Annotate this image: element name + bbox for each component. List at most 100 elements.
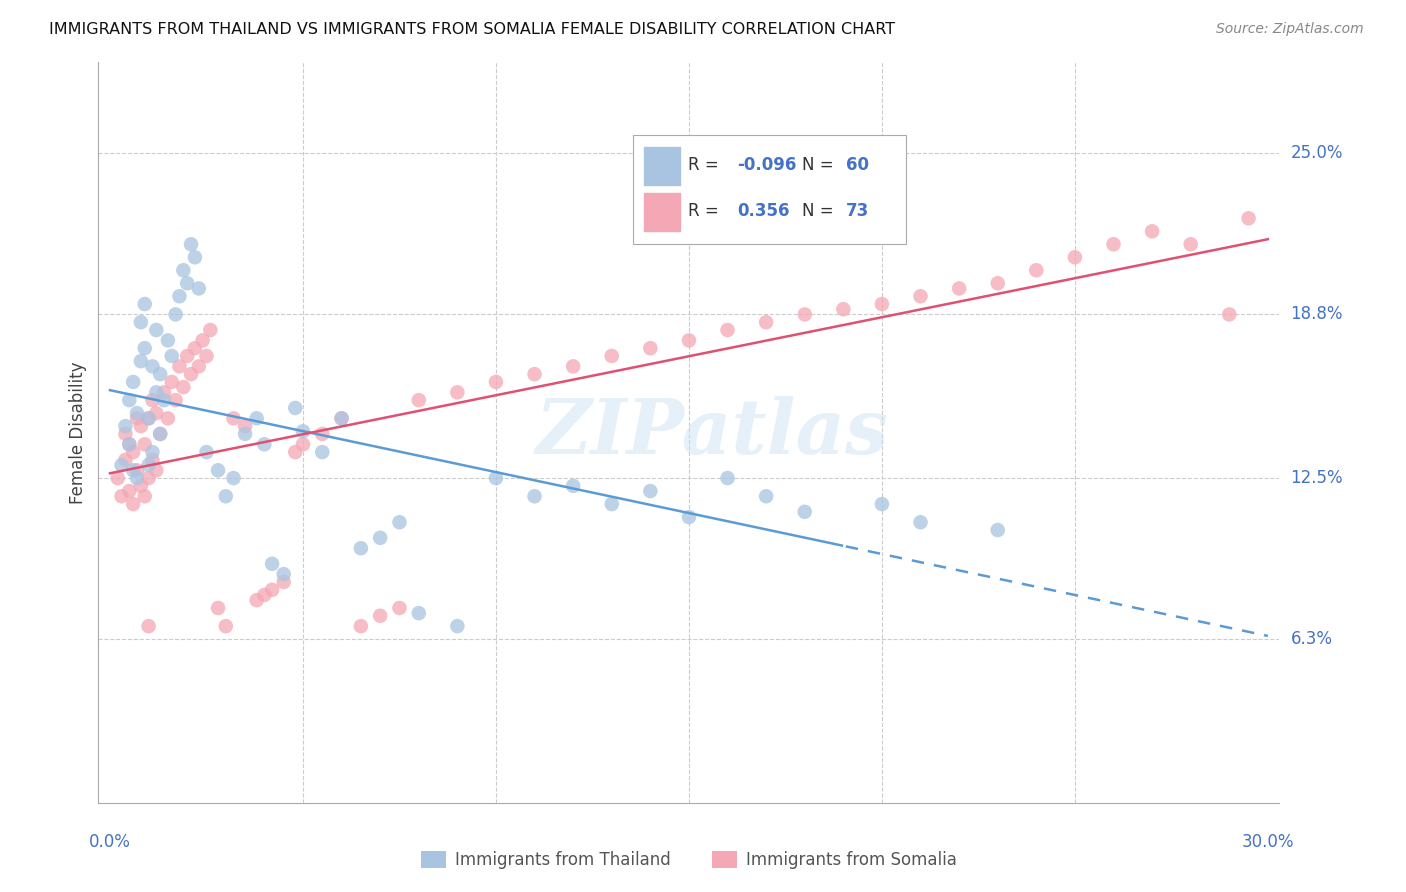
Point [910,289,932,303]
Text: ZIPatlas: ZIPatlas [536,396,889,469]
Point [233,426,256,441]
Point [262,582,284,597]
Point [330,411,353,425]
Point [114,419,136,434]
Point [187,359,209,374]
Point [253,588,276,602]
Point [149,426,172,441]
Point [408,606,430,620]
Point [716,323,738,337]
Point [200,323,222,337]
Point [1237,211,1260,226]
Text: R =: R = [688,156,724,174]
Point [169,289,191,303]
Point [870,497,893,511]
Text: 0.0%: 0.0% [89,833,131,851]
Point [195,445,218,459]
Text: -0.096: -0.096 [737,156,796,174]
Point [793,505,815,519]
Point [180,237,202,252]
Point [118,437,141,451]
Text: 73: 73 [846,202,869,220]
Point [987,523,1010,537]
Point [523,489,546,503]
Point [485,471,508,485]
Point [156,411,179,425]
Point [678,334,700,348]
Point [678,510,700,524]
Point [368,608,391,623]
Text: 18.8%: 18.8% [1291,305,1343,324]
Point [122,445,145,459]
Point [755,489,778,503]
Point [169,359,191,374]
Point [134,489,156,503]
Point [138,471,160,485]
Point [110,489,132,503]
Point [195,349,218,363]
Point [311,445,333,459]
Text: 30.0%: 30.0% [1241,833,1294,851]
Point [134,341,156,355]
Point [388,601,411,615]
Point [141,393,163,408]
Point [125,471,148,485]
Bar [644,193,679,231]
Point [129,315,152,329]
Point [129,419,152,434]
Point [640,341,662,355]
Point [118,484,141,499]
Point [134,297,156,311]
Point [600,497,623,511]
Point [138,458,160,472]
Point [153,393,176,408]
Point [368,531,391,545]
Point [125,411,148,425]
Point [149,367,172,381]
Point [253,437,276,451]
Text: 6.3%: 6.3% [1291,630,1333,648]
Point [870,297,893,311]
FancyBboxPatch shape [633,135,905,244]
Text: 60: 60 [846,156,869,174]
Text: 0.356: 0.356 [737,202,789,220]
Point [222,471,245,485]
Point [191,334,214,348]
Point [118,437,141,451]
Point [129,479,152,493]
Point [184,250,207,264]
Text: N =: N = [803,156,839,174]
Point [110,458,132,472]
Text: 25.0%: 25.0% [1291,145,1343,162]
Text: Source: ZipAtlas.com: Source: ZipAtlas.com [1216,22,1364,37]
Point [141,445,163,459]
Point [107,471,129,485]
Point [330,411,353,425]
Point [138,411,160,425]
Point [176,277,198,291]
Text: R =: R = [688,202,730,220]
Point [311,426,333,441]
Point [138,411,160,425]
Point [215,619,238,633]
Point [156,334,179,348]
Point [125,463,148,477]
Point [273,574,295,589]
Point [172,380,194,394]
Point [134,437,156,451]
Point [160,349,183,363]
Point [153,385,176,400]
Point [149,426,172,441]
Point [145,323,167,337]
Point [114,453,136,467]
Point [273,567,295,582]
Point [187,281,209,295]
Point [207,601,229,615]
Point [1064,250,1087,264]
Point [640,484,662,499]
Point [262,557,284,571]
Point [600,349,623,363]
Point [1025,263,1047,277]
Point [1140,224,1163,238]
Point [910,515,932,529]
